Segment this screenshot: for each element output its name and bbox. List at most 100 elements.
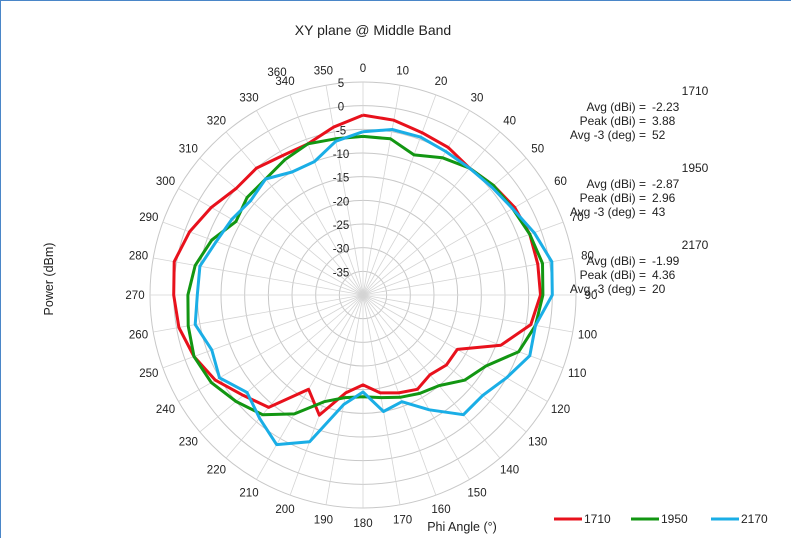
angle-tick-label: 250: [139, 368, 158, 380]
grid-spoke: [362, 294, 437, 496]
stats-value: 2.96: [652, 191, 676, 205]
stats-label: Peak (dBi) =: [580, 114, 646, 128]
grid-spoke: [362, 294, 501, 459]
stats-label: Peak (dBi) =: [580, 268, 646, 282]
radial-tick-label: 5: [338, 78, 344, 90]
angle-tick-label: 240: [156, 404, 175, 416]
grid-spoke: [256, 110, 364, 296]
angle-tick-label: 70: [571, 212, 584, 224]
grid-spoke: [362, 294, 470, 480]
grid-spoke: [362, 294, 573, 333]
stats-label: Avg (dBi) =: [587, 177, 646, 191]
angle-tick-label: 80: [581, 250, 594, 262]
stats-label: Avg (dBi) =: [587, 100, 646, 114]
grid-spoke: [289, 94, 364, 296]
angle-tick-label: 150: [467, 488, 486, 500]
angle-tick-label: 330: [239, 93, 258, 105]
angle-tick-label: 60: [554, 176, 567, 188]
stats-heading-1950: 1950: [682, 161, 709, 175]
legend-label-1710: 1710: [584, 512, 611, 526]
angle-tick-label: 350: [314, 66, 333, 78]
stats-label: Avg -3 (deg) =: [570, 128, 646, 142]
grid-spoke: [362, 131, 501, 296]
stats-heading-1710: 1710: [682, 84, 709, 98]
grid-spoke: [362, 157, 527, 296]
grid-spoke: [289, 294, 364, 496]
stats-value: -2.23: [652, 100, 680, 114]
grid-spoke: [178, 294, 364, 402]
stats-label: Avg -3 (deg) =: [570, 205, 646, 219]
angle-tick-label: 120: [551, 404, 570, 416]
grid-spoke: [162, 221, 364, 296]
angle-tick-label: 210: [239, 488, 258, 500]
radial-tick-label: -30: [333, 244, 350, 256]
grid-spoke: [153, 257, 364, 296]
angle-tick-label: 50: [531, 143, 544, 155]
stats-value: 52: [652, 128, 666, 142]
angle-tick-label: 290: [139, 212, 158, 224]
angle-tick-label: 360: [267, 67, 286, 79]
legend-label-2170: 2170: [741, 512, 768, 526]
angle-tick-label: 170: [393, 515, 412, 527]
angle-tick-label: 190: [314, 515, 333, 527]
legend-label-1950: 1950: [661, 512, 688, 526]
angle-tick-label: 260: [129, 330, 148, 342]
angle-tick-label: 160: [431, 504, 450, 516]
chart-title: XY plane @ Middle Band: [295, 22, 451, 38]
grid-spoke: [225, 294, 364, 459]
angle-tick-label: 40: [503, 115, 516, 127]
angle-tick-label: 110: [568, 368, 586, 380]
stats-heading-2170: 2170: [682, 238, 709, 252]
x-axis-label: Phi Angle (°): [427, 520, 497, 534]
grid-spoke: [162, 294, 364, 369]
series-line-1710: [172, 113, 542, 417]
angle-tick-label: 220: [207, 465, 226, 477]
y-axis-label: Power (dBm): [42, 243, 56, 316]
series-line-2170: [193, 128, 554, 447]
angle-tick-label: 180: [353, 518, 372, 530]
angle-tick-label: 10: [396, 66, 409, 78]
grid-spoke: [362, 294, 527, 433]
stats-label: Peak (dBi) =: [580, 191, 646, 205]
stats-label: Avg (dBi) =: [587, 254, 646, 268]
angle-tick-label: 300: [156, 176, 175, 188]
angle-tick-label: 280: [129, 250, 148, 262]
stats-value: 3.88: [652, 114, 676, 128]
stats-value: -1.99: [652, 254, 680, 268]
grid-spoke: [362, 110, 470, 296]
angle-tick-label: 270: [125, 290, 144, 302]
radial-tick-label: -25: [333, 220, 350, 232]
angle-tick-label: 30: [471, 93, 484, 105]
grid-spoke: [362, 294, 401, 505]
grid-spoke: [199, 157, 364, 296]
stats-value: 20: [652, 282, 666, 296]
grid-spoke: [199, 294, 364, 433]
stats-value: 43: [652, 205, 666, 219]
grid-spoke: [225, 131, 364, 296]
radial-tick-label: -20: [333, 196, 350, 208]
stats-value: 4.36: [652, 268, 676, 282]
radial-tick-label: -10: [333, 149, 350, 161]
angle-tick-label: 310: [179, 143, 198, 155]
grid-spoke: [325, 85, 364, 296]
stats-value: -2.87: [652, 177, 680, 191]
angle-tick-label: 140: [500, 465, 519, 477]
angle-tick-label: 100: [578, 330, 597, 342]
angle-tick-label: 130: [528, 437, 547, 449]
grid-spoke: [362, 94, 437, 296]
grid-spoke: [178, 188, 364, 296]
radial-tick-label: 0: [338, 102, 344, 114]
angle-tick-label: 20: [435, 76, 448, 88]
grid-spoke: [325, 294, 364, 505]
grid-spoke: [256, 294, 364, 480]
stats-label: Avg -3 (deg) =: [570, 282, 646, 296]
angle-tick-label: 340: [275, 76, 294, 88]
angle-tick-label: 0: [360, 63, 366, 75]
angle-tick-label: 200: [275, 504, 294, 516]
radial-tick-label: -35: [333, 267, 350, 279]
radial-tick-label: -15: [333, 173, 350, 185]
angle-tick-label: 230: [179, 437, 198, 449]
radial-tick-label: -5: [336, 125, 346, 137]
angle-tick-label: 90: [585, 290, 598, 302]
